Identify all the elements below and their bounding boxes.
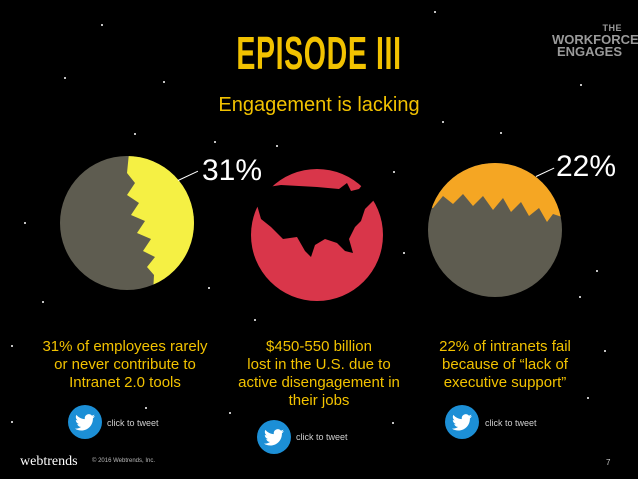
planet-31-percent [60,156,194,290]
caption-line: active disengagement in [238,374,400,391]
planet-22-percent [428,163,562,297]
footer-logo: webtrends [20,454,78,469]
caption-line: 31% of employees rarely [42,338,208,355]
caption-line: their jobs [288,392,350,409]
stat-caption-1: 31% of employees rarely or never contrib… [20,338,230,392]
tweet-button-2[interactable] [257,420,291,454]
tweet-button-1[interactable] [68,405,102,439]
tweet-label-2[interactable]: click to tweet [296,432,348,442]
us-map-silhouette [255,179,375,257]
caption-line: executive support” [443,374,567,391]
page-number: 7 [606,458,611,467]
twitter-bird-icon [264,428,284,445]
caption-line: lost in the U.S. due to [247,356,391,373]
planet-fill-31 [127,156,194,290]
caption-line: because of “lack of [442,356,568,373]
brand-prefix: THE [602,23,622,33]
brand-line-2: ENGAGES [556,44,622,59]
twitter-bird-icon [75,413,95,430]
stat-percent-1: 31% [202,154,263,187]
caption-line: or never contribute to [54,356,196,373]
twitter-bird-icon [452,413,472,430]
brand-line-1: WORKFORCE [552,32,638,47]
brand-logo: THE WORKFORCE ENGAGES [552,22,638,59]
caption-line: 22% of intranets fail [439,338,571,355]
tweet-label-1[interactable]: click to tweet [107,418,159,428]
planet-us-map [251,169,383,301]
tweet-button-3[interactable] [445,405,479,439]
stat-caption-3: 22% of intranets fail because of “lack o… [400,338,610,392]
tweet-label-3[interactable]: click to tweet [485,418,537,428]
planet-fill-22 [428,163,562,222]
caption-line: Intranet 2.0 tools [69,374,181,391]
slide-title: EPISODE III [236,27,402,79]
stat-percent-3: 22% [556,150,617,183]
footer-copyright: © 2016 Webtrends, Inc. [92,458,156,464]
caption-line: $450-550 billion [266,338,372,355]
slide-subtitle: Engagement is lacking [218,94,420,116]
stat-caption-2: $450-550 billion lost in the U.S. due to… [214,338,424,410]
